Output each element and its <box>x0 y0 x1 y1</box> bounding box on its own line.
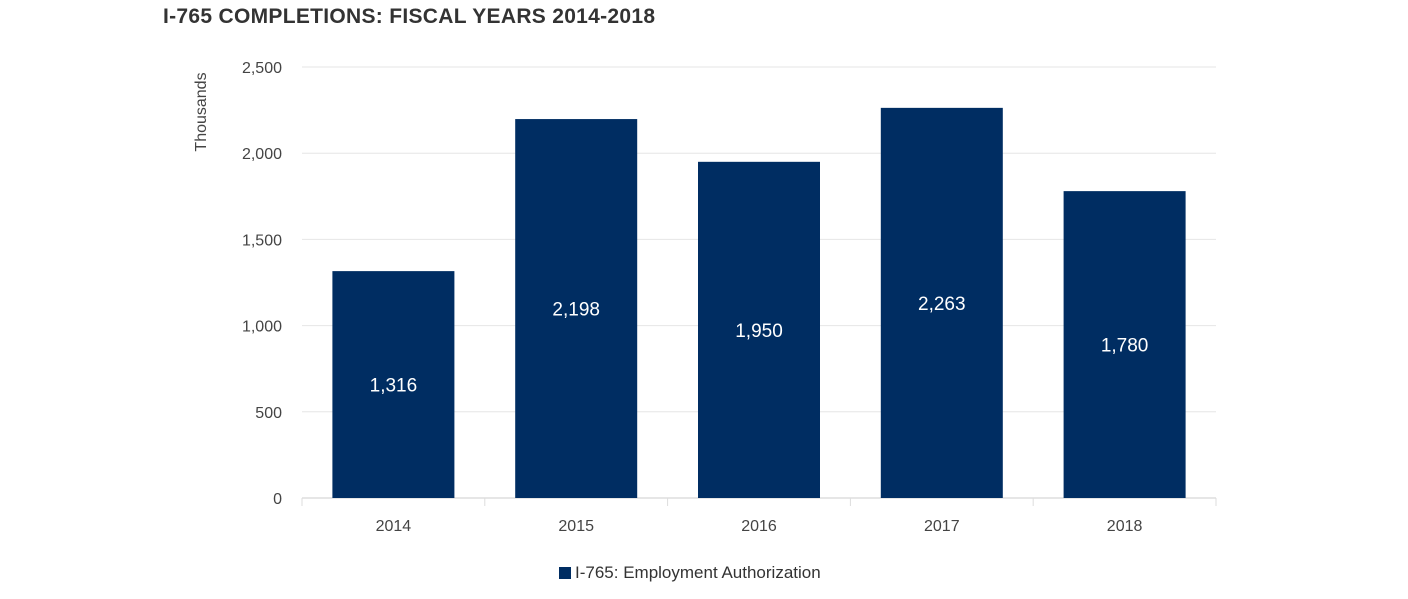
x-tick-label: 2018 <box>1107 518 1143 535</box>
legend-swatch <box>559 567 571 579</box>
y-tick-label: 1,500 <box>242 232 282 249</box>
y-tick-label: 2,000 <box>242 146 282 163</box>
bar <box>880 107 1003 499</box>
y-tick-label: 2,500 <box>242 60 282 77</box>
bar <box>1063 191 1186 499</box>
chart-title: I-765 COMPLETIONS: FISCAL YEARS 2014-201… <box>163 5 656 28</box>
y-axis-label: Thousands <box>193 72 210 151</box>
y-tick-label: 0 <box>273 491 282 508</box>
y-tick-label: 1,000 <box>242 319 282 336</box>
data-label: 2,198 <box>552 300 600 321</box>
x-tick-label: 2016 <box>741 518 777 535</box>
x-tick-label: 2017 <box>924 518 960 535</box>
bar <box>698 161 820 498</box>
data-label: 2,263 <box>918 294 966 315</box>
data-label: 1,950 <box>735 321 783 342</box>
legend: I-765: Employment Authorization <box>559 563 821 583</box>
legend-label: I-765: Employment Authorization <box>575 563 821 582</box>
bar <box>515 119 638 499</box>
x-tick-label: 2015 <box>558 518 594 535</box>
x-tick-label: 2014 <box>376 518 412 535</box>
bar <box>332 271 455 498</box>
data-label: 1,780 <box>1101 336 1149 357</box>
y-tick-label: 500 <box>255 405 282 422</box>
data-label: 1,316 <box>370 376 418 397</box>
